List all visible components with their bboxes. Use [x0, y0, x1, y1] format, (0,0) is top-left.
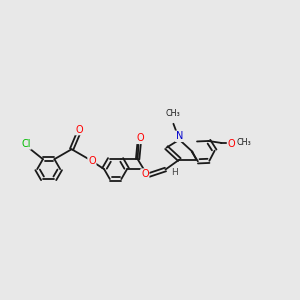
- Text: O: O: [136, 133, 144, 143]
- Text: H: H: [171, 168, 178, 177]
- Text: O: O: [141, 169, 149, 179]
- Text: Cl: Cl: [21, 139, 31, 149]
- Text: CH₃: CH₃: [165, 110, 180, 118]
- Text: O: O: [75, 124, 83, 134]
- Text: O: O: [227, 140, 235, 149]
- Text: CH₃: CH₃: [236, 139, 251, 148]
- Text: O: O: [88, 157, 96, 166]
- Text: N: N: [176, 131, 183, 141]
